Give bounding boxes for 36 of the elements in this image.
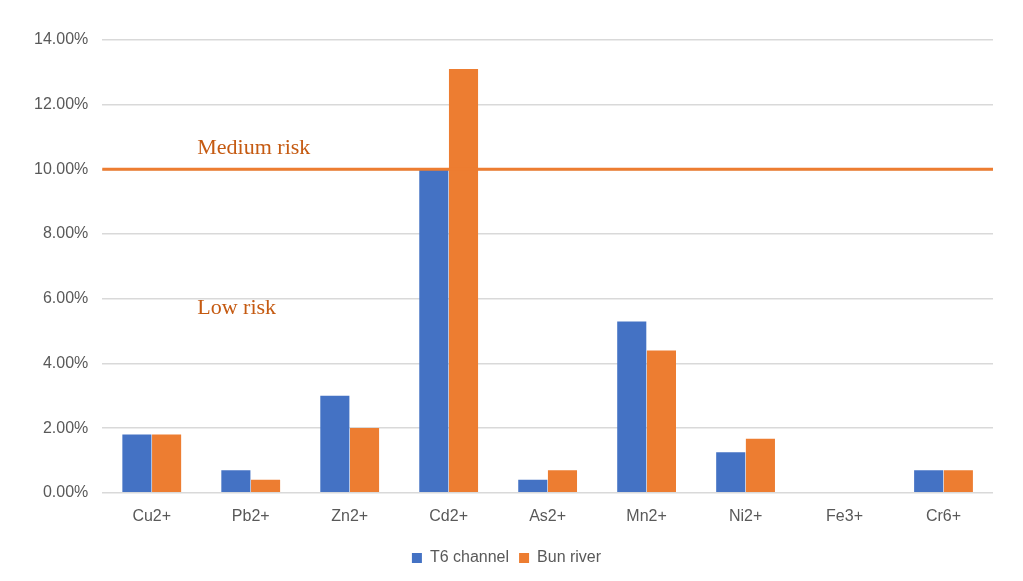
y-tick-label: 2.00% <box>42 418 89 436</box>
bar <box>943 470 973 493</box>
bar <box>419 169 449 493</box>
bar <box>716 452 746 493</box>
x-tick-label: Cd2+ <box>429 506 469 524</box>
bar <box>547 470 578 493</box>
legend-label: T6 channel <box>429 548 510 566</box>
annotation: Low risk <box>197 294 277 320</box>
bar <box>320 395 350 493</box>
bar <box>251 479 281 493</box>
x-tick-label: Cr6+ <box>925 506 962 524</box>
bar <box>745 438 775 493</box>
y-tick-label: 10.00% <box>34 159 89 177</box>
x-tick-label: Ni2+ <box>728 506 763 524</box>
bar <box>221 470 251 493</box>
bar <box>349 428 380 493</box>
x-tick-label: Fe3+ <box>826 506 864 524</box>
y-tick-label: 0.00% <box>42 483 89 501</box>
bar <box>617 321 647 493</box>
x-tick-label: As2+ <box>529 506 567 524</box>
y-tick-label: 12.00% <box>34 95 89 113</box>
ref-line-label: Medium risk <box>197 134 311 160</box>
x-tick-label: Cu2+ <box>132 506 172 524</box>
y-tick-label: 4.00% <box>42 353 89 371</box>
x-tick-label: Zn2+ <box>331 506 369 524</box>
x-tick-label: Pb2+ <box>231 506 270 524</box>
bar <box>646 350 676 493</box>
y-tick-label: 8.00% <box>42 224 89 242</box>
bar <box>122 434 152 493</box>
legend-label: Bun river <box>537 548 602 566</box>
x-tick-label: Mn2+ <box>626 506 667 524</box>
y-tick-label: 6.00% <box>42 289 89 307</box>
y-tick-label: 14.00% <box>34 30 89 48</box>
bar <box>152 434 182 493</box>
bar <box>914 470 944 493</box>
bar <box>518 479 548 493</box>
